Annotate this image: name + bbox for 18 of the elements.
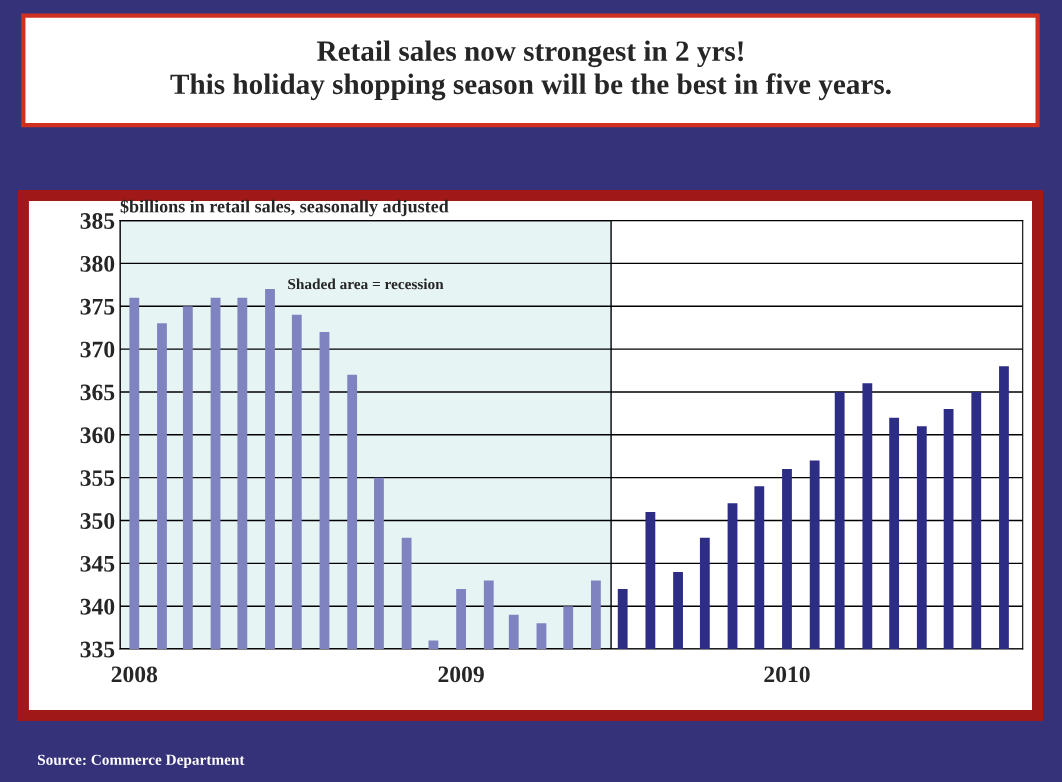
- y-tick-label: 380: [80, 255, 115, 272]
- y-tick-label: 370: [80, 341, 115, 358]
- y-tick-label: 385: [80, 213, 115, 229]
- band-label: Shaded area = recession: [288, 278, 444, 290]
- x-tick-label: 2010: [764, 666, 810, 683]
- y-tick-label: 355: [80, 470, 115, 487]
- y-tick-label: 350: [80, 512, 115, 529]
- source-note: Source: Commerce Department: [37, 754, 245, 769]
- y-tick-label: 375: [80, 298, 115, 315]
- x-tick-label: 2008: [111, 666, 158, 683]
- y-tick-label: 360: [80, 427, 115, 444]
- y-tick-label: 340: [80, 598, 115, 615]
- y-tick-label: 335: [80, 641, 115, 658]
- y-tick-label: 345: [80, 555, 115, 572]
- y-axis-title: $billions in retail sales, seasonally adjusted: [120, 199, 449, 217]
- y-tick-label: 365: [80, 384, 115, 401]
- chart-title: Retail sales now strongest in 2 yrs! This holiday shopping season will be the best in five years.: [170, 40, 891, 101]
- x-tick-label: 2009: [438, 666, 484, 683]
